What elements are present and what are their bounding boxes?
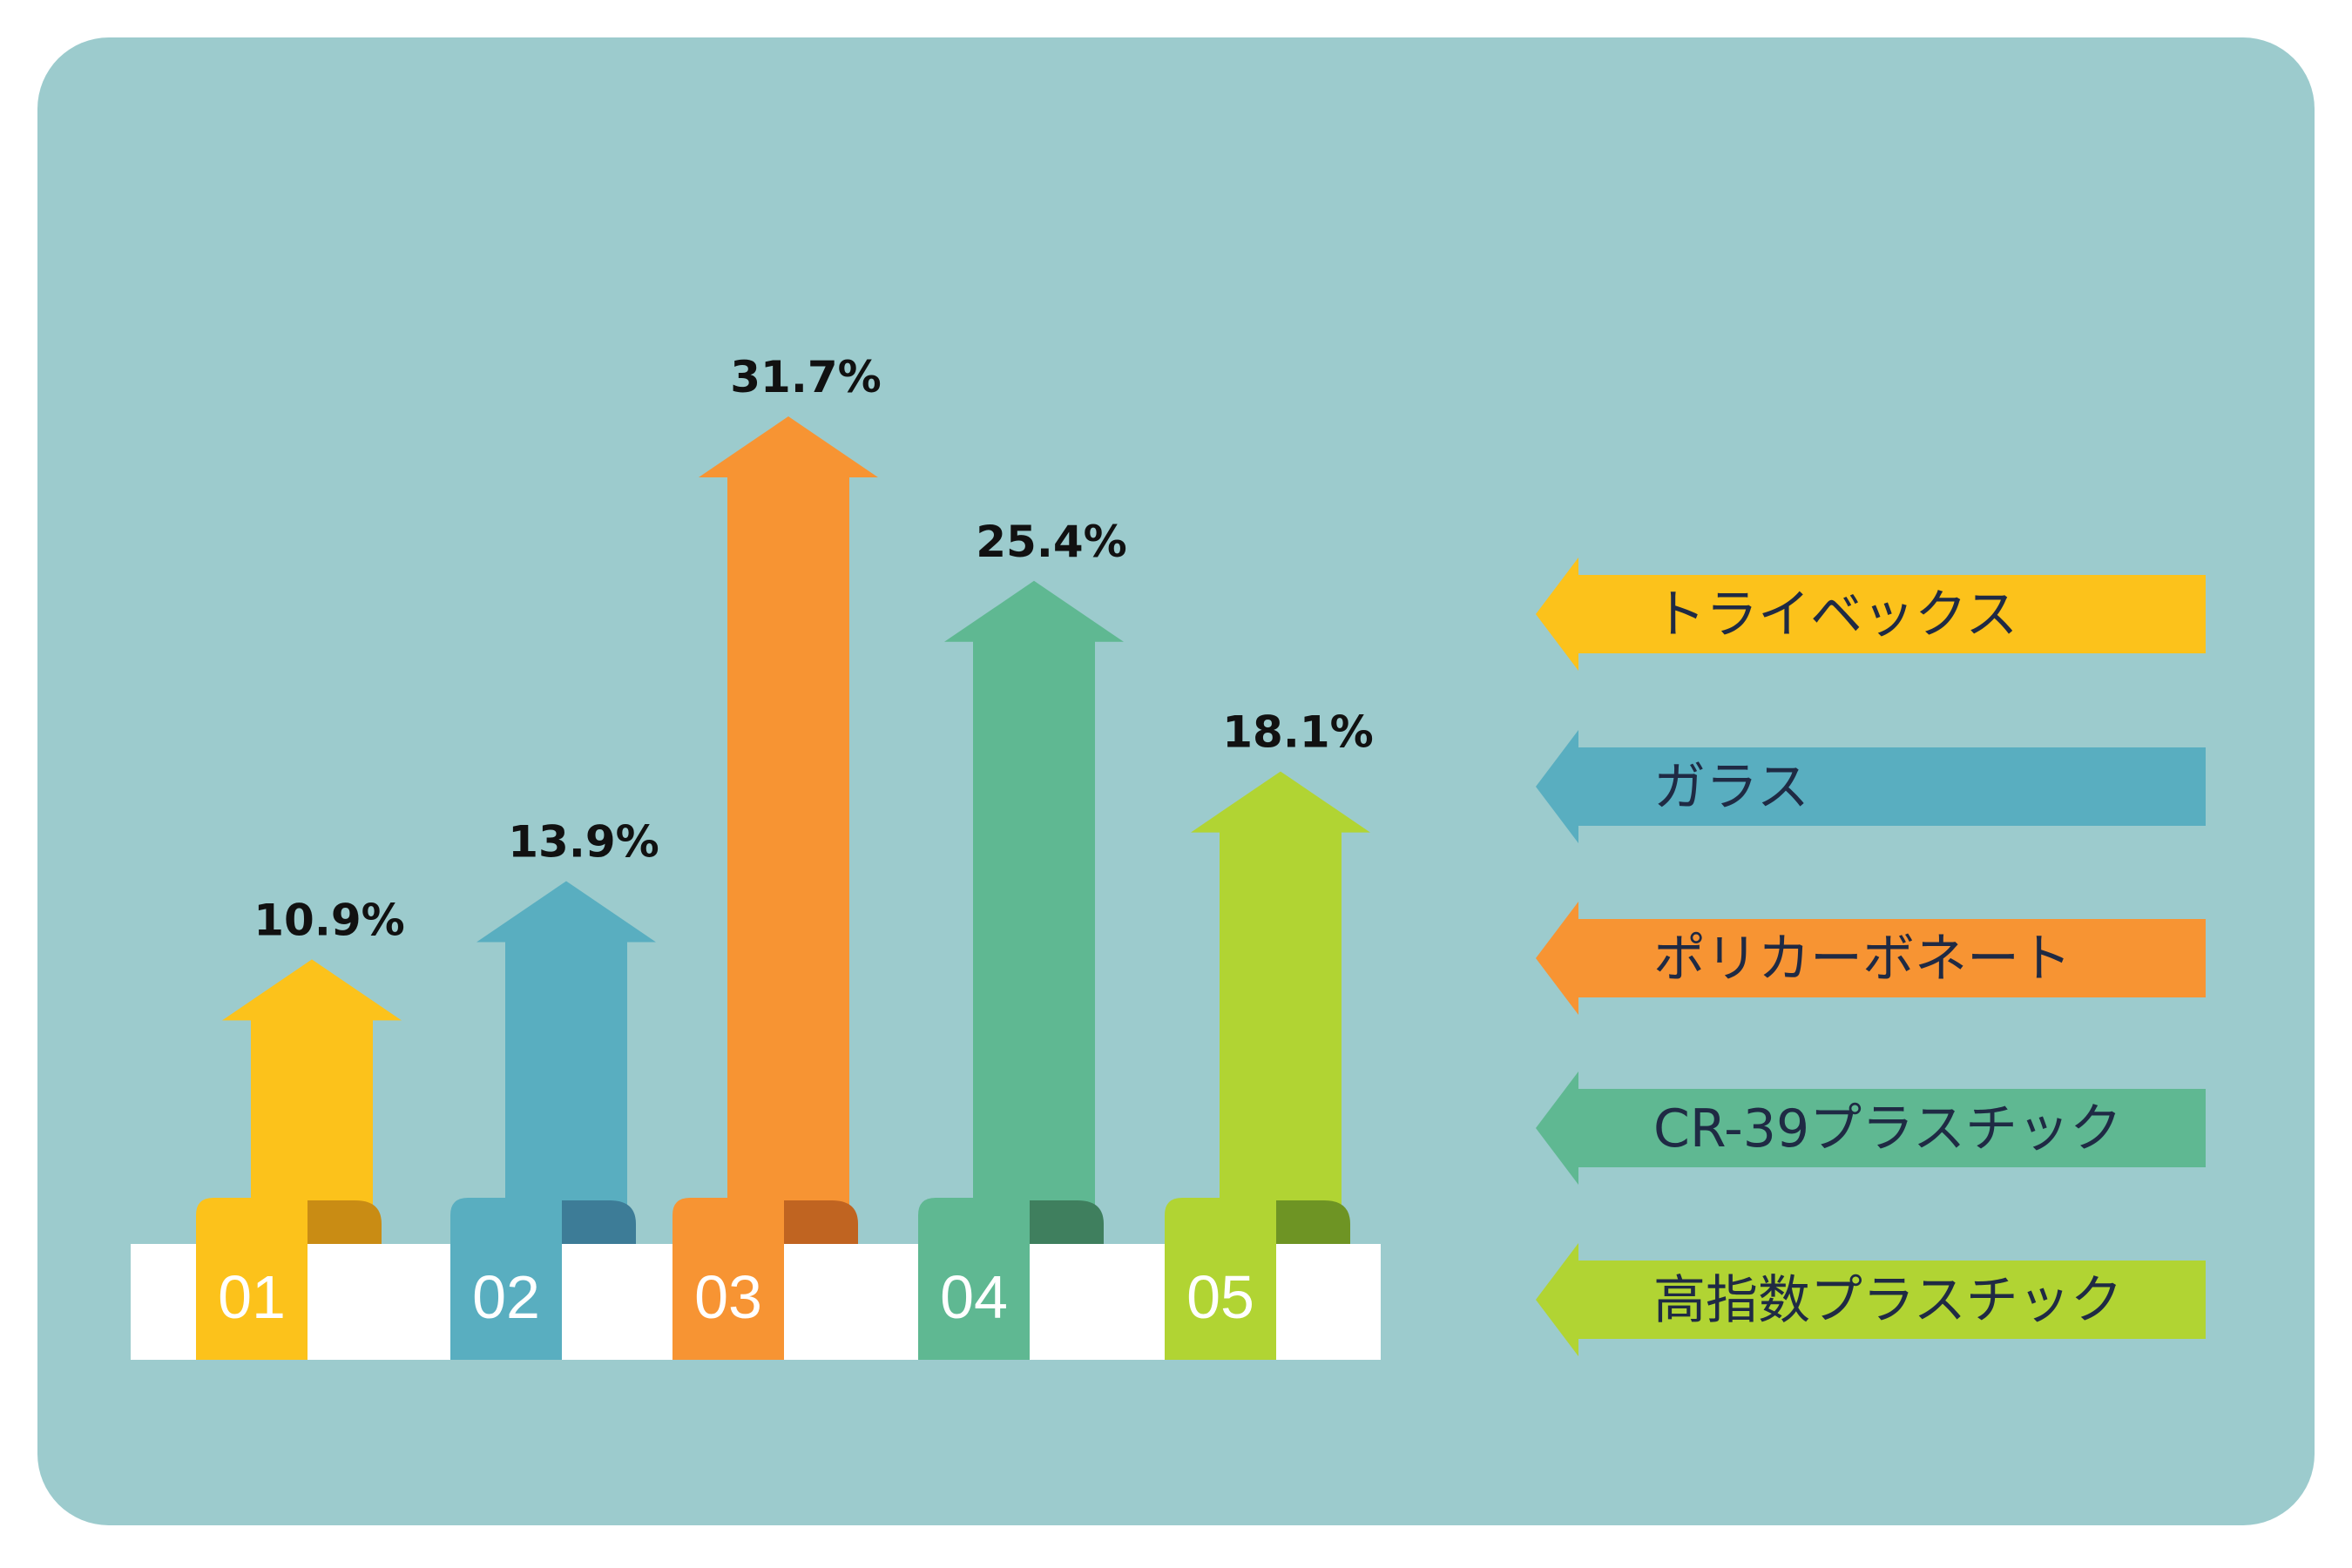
legend-label-4: CR-39プラスチック xyxy=(1653,1098,2122,1159)
ribbon-tab-04 xyxy=(918,1198,1030,1360)
ribbon-tab-01 xyxy=(196,1198,308,1360)
ribbon-tab-03 xyxy=(672,1198,784,1360)
category-number-03: 03 xyxy=(694,1263,762,1331)
bar-arrow-05 xyxy=(1191,771,1370,1244)
legend-arrow-5 xyxy=(1536,1243,2206,1356)
ribbon-curl-03 xyxy=(780,1200,858,1244)
value-label-04: 25.4% xyxy=(976,517,1126,567)
ribbon-tab-05 xyxy=(1165,1198,1276,1360)
value-label-01: 10.9% xyxy=(253,895,404,945)
bar-arrow-01 xyxy=(222,959,402,1244)
value-label-03: 31.7% xyxy=(730,352,881,402)
legend-arrow-1 xyxy=(1536,558,2206,671)
legend-label-2: ガラス xyxy=(1653,757,1809,818)
bar-arrow-02 xyxy=(476,881,656,1244)
value-label-02: 13.9% xyxy=(508,816,659,867)
category-number-05: 05 xyxy=(1186,1263,1254,1331)
legend-label-3: ポリカーボネート xyxy=(1653,929,2072,990)
legend-arrow-4 xyxy=(1536,1071,2206,1185)
ribbon-curl-05 xyxy=(1272,1200,1350,1244)
legend-arrow-2 xyxy=(1536,730,2206,843)
legend-label-1: トライベックス xyxy=(1653,585,2017,645)
category-number-01: 01 xyxy=(218,1263,286,1331)
legend-arrow-3 xyxy=(1536,902,2206,1015)
category-number-02: 02 xyxy=(472,1263,540,1331)
value-label-05: 18.1% xyxy=(1222,707,1373,758)
category-number-04: 04 xyxy=(940,1263,1008,1331)
bar-arrow-04 xyxy=(944,580,1124,1244)
legend-label-5: 高指数プラスチック xyxy=(1653,1270,2123,1331)
ribbon-tab-02 xyxy=(450,1198,562,1360)
ribbon-curl-01 xyxy=(303,1200,382,1244)
bar-arrow-03 xyxy=(699,416,878,1244)
ribbon-curl-04 xyxy=(1025,1200,1104,1244)
ribbon-curl-02 xyxy=(558,1200,636,1244)
